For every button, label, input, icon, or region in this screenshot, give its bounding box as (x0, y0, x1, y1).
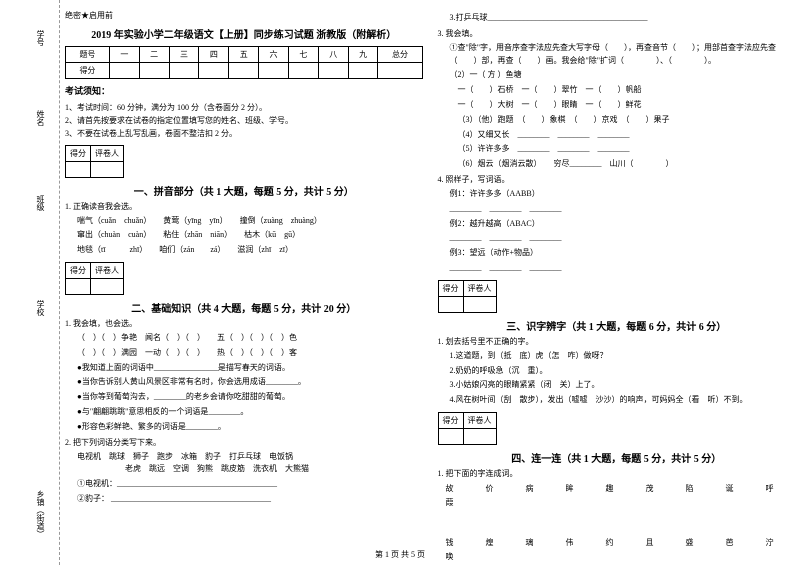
score-box: 得分评卷人 (65, 145, 124, 178)
section-1-title: 一、拼音部分（共 1 大题，每题 5 分，共计 5 分） (65, 183, 423, 198)
answer-line: ②豹子： ___________________________________… (77, 493, 423, 506)
right-column: 3.打乒乓球__________________________________… (438, 10, 796, 565)
pinyin-row: 地毯（tī zhī） 咱们（zán zá） 滋润（zhī zī） (77, 244, 423, 257)
bullet-item: ●与"翩翩跳跳"意思相反的一个词语是________。 (77, 406, 423, 419)
score-box: 得分评卷人 (438, 412, 497, 445)
cell: 一 (109, 47, 139, 63)
cell: 九 (348, 47, 378, 63)
fill-row: （6）烟云（烟消云散） 穷尽________ 山川（ ） (458, 158, 796, 171)
cell: 八 (318, 47, 348, 63)
fill-row: 一（ ）石桥 一（ ）翠竹 一（ ）帆船 (458, 84, 796, 97)
question-text: ①查"除"字，用音序查字法应先查大写字母（ ），再查音节（ ）；用部首查字法应先… (450, 42, 796, 68)
example-text: 例3：望远（动作+物品） (450, 247, 796, 260)
example-text: 例2：越升越高（ABAC） (450, 218, 796, 231)
pinyin-row: 窜出（chuàn cuàn） 粘住（zhān niān） 枯木（kū gū） (77, 229, 423, 242)
cell: 得分 (438, 412, 463, 428)
sidebar-label-5: 乡镇（街道） (35, 490, 46, 538)
pinyin-row: 喘气（cuǎn chuǎn） 黄莺（yīng yīn） 撞倒（zuàng zhu… (77, 215, 423, 228)
cell: 评卷人 (463, 412, 496, 428)
cell: 评卷人 (463, 280, 496, 296)
question-item: 2.奶奶的呼吸急（沉 重）。 (450, 365, 796, 378)
section-3-title: 三、识字辨字（共 1 大题，每题 6 分，共计 6 分） (438, 318, 796, 333)
cell: 二 (139, 47, 169, 63)
word-list: 电视机 跳球 狮子 跑步 冰箱 豹子 打乒乓球 电饭锅 老虎 跳远 空调 狗熊 … (77, 451, 423, 477)
notice-title: 考试须知： (65, 84, 423, 97)
question-number: 1. 正确读音我会选。 (65, 201, 423, 212)
cell: 得分 (66, 63, 110, 79)
cell: 五 (229, 47, 259, 63)
question-number: 2. 把下列词语分类写下来。 (65, 437, 423, 448)
score-box: 得分评卷人 (65, 262, 124, 295)
cell: 题号 (66, 47, 110, 63)
cell: 评卷人 (91, 145, 124, 161)
question-item: 3.小姑娘闪亮的眼睛紧紧（闭 关）上了。 (450, 379, 796, 392)
fill-row: （ ）（ ）争艳 闻名（ ）（ ） 五（ ）（ ）（ ）色 (77, 332, 423, 345)
bullet-item: ●形容色彩鲜艳、繁多的词语是________。 (77, 421, 423, 434)
question-item: 4.风在树叶间（刮 散步），发出（嘘嘘 沙沙）的响声，可妈妈全（看 听）不到。 (450, 394, 796, 407)
cell: 评卷人 (91, 262, 124, 278)
score-box: 得分评卷人 (438, 280, 497, 313)
table-row: 得分 (66, 63, 423, 79)
blank-line: ________ ________ ________ (450, 262, 796, 275)
question-number: 3. 我会填。 (438, 28, 796, 39)
cell: 得分 (66, 145, 91, 161)
cell: 得分 (66, 262, 91, 278)
sidebar-label-3: 班级 (35, 195, 46, 211)
fill-row: 一（ ）大树 一（ ）眼睛 一（ ）鲜花 (458, 99, 796, 112)
table-row: 题号 一 二 三 四 五 六 七 八 九 总分 (66, 47, 423, 63)
notice-item: 3、不要在试卷上乱写乱画，卷面不整洁扣 2 分。 (65, 128, 423, 139)
exam-title: 2019 年实验小学二年级语文【上册】同步练习试题 浙教版（附解析） (65, 26, 423, 41)
bullet-item: ●当你等到葡萄沟去，________的老乡会请你吃甜甜的葡萄。 (77, 391, 423, 404)
notice-item: 2、请首先按要求在试卷的指定位置填写您的姓名、班级、学号。 (65, 115, 423, 126)
cell: 三 (169, 47, 199, 63)
binding-sidebar: 学号 姓名 班级 学校 乡镇（街道） (0, 0, 60, 565)
sidebar-label-4: 学校 (35, 300, 46, 316)
question-number: 1. 把下面的字连成词。 (438, 468, 796, 479)
bullet-item: ●当你告诉别人黄山风景区非常有名时，你会选用成语________。 (77, 376, 423, 389)
cell: 总分 (378, 47, 422, 63)
cell: 四 (199, 47, 229, 63)
left-column: 绝密★启用前 2019 年实验小学二年级语文【上册】同步练习试题 浙教版（附解析… (65, 10, 423, 565)
fill-row: （5）许许多多 ________ ________ ________ (458, 143, 796, 156)
example-text: 例1：许许多多（AABB） (450, 188, 796, 201)
fill-row: （4）又细又长 ________ ________ ________ (458, 129, 796, 142)
cell: 得分 (438, 280, 463, 296)
fill-row: （ ）（ ）满园 一动（ ）（ ） 热（ ）（ ）（ ）客 (77, 347, 423, 360)
fill-row: （3）（他）跑题 （ ）象棋 （ ）京戏 （ ）果子 (458, 114, 796, 127)
answer-line: ①电视机：___________________________________… (77, 478, 423, 491)
sidebar-label-2: 姓名 (35, 110, 46, 126)
question-text: （2）一（ 方 ）鱼塘 (450, 69, 796, 82)
answer-line: 3.打乒乓球__________________________________… (450, 12, 796, 25)
notice-item: 1、考试时间：60 分钟，满分为 100 分（含卷面分 2 分）。 (65, 102, 423, 113)
question-number: 1. 划去括号里不正确的字。 (438, 336, 796, 347)
section-4-title: 四、连一连（共 1 大题，每题 5 分，共计 5 分） (438, 450, 796, 465)
blank-line: ________ ________ ________ (450, 203, 796, 216)
char-row: 故 价 病 眸 趣 茂 陷 诞 呼 葭 (446, 482, 796, 511)
page-footer: 第 1 页 共 5 页 (0, 549, 800, 560)
cell: 七 (288, 47, 318, 63)
main-content: 绝密★启用前 2019 年实验小学二年级语文【上册】同步练习试题 浙教版（附解析… (65, 10, 795, 565)
question-item: 1.这道题，到（抵 底）虎（怎 咋）做呀？ (450, 350, 796, 363)
blank-line: ________ ________ ________ (450, 232, 796, 245)
secret-label: 绝密★启用前 (65, 10, 423, 21)
section-2-title: 二、基础知识（共 4 大题，每题 5 分，共计 20 分） (65, 300, 423, 315)
question-number: 4. 照样子，写词语。 (438, 174, 796, 185)
cell: 六 (259, 47, 289, 63)
question-number: 1. 我会填，也会选。 (65, 318, 423, 329)
sidebar-label-1: 学号 (35, 30, 46, 46)
score-summary-table: 题号 一 二 三 四 五 六 七 八 九 总分 得分 (65, 46, 423, 79)
bullet-item: ●我知道上面的词语中________________是描写春天的词语。 (77, 362, 423, 375)
